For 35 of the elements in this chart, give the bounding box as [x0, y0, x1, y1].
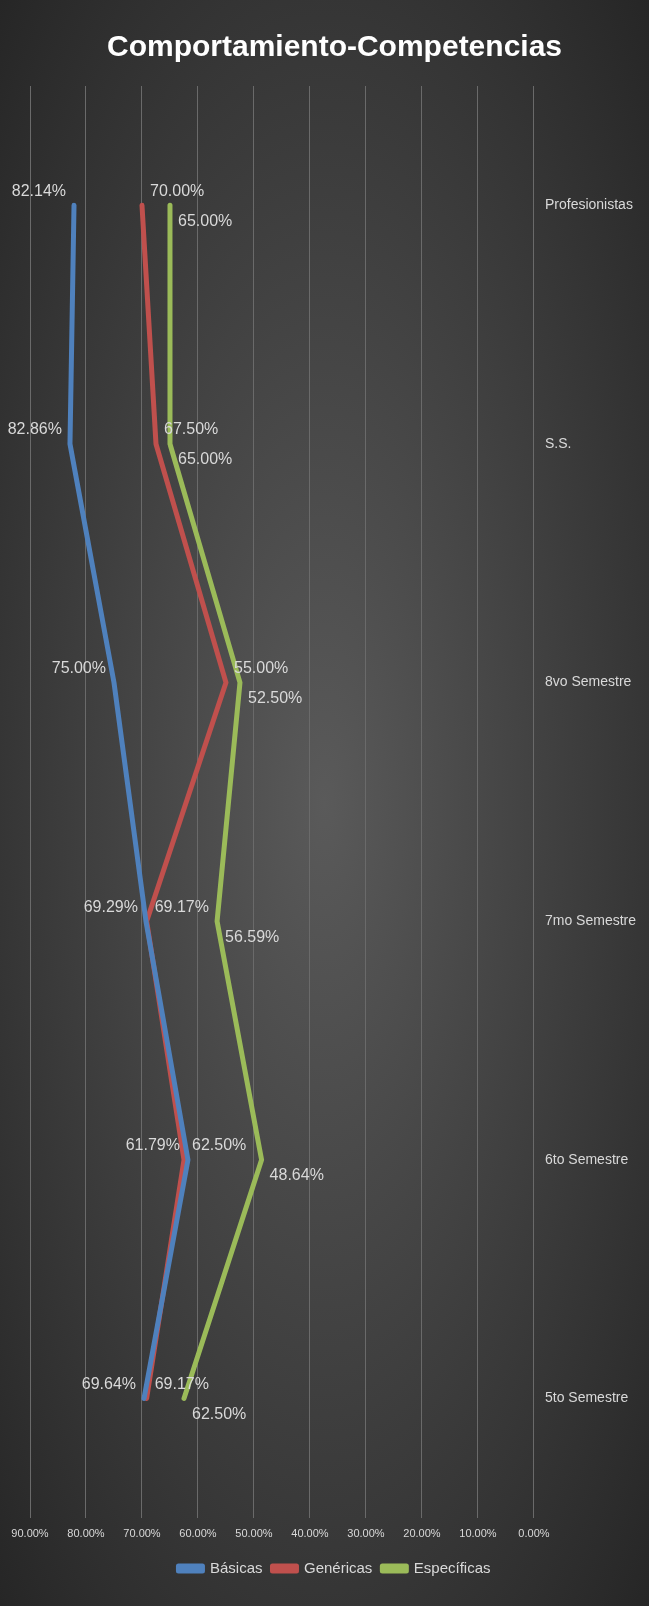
data-label: 61.79% — [125, 1136, 180, 1154]
data-label: 70.00% — [149, 181, 205, 199]
x-tick-label: 50.00% — [235, 1527, 273, 1540]
legend-label: Genéricas — [303, 1558, 373, 1576]
data-label: 82.86% — [7, 420, 62, 438]
y-tick-label: 6to Semestre — [544, 1150, 629, 1167]
legend-label: Básicas — [209, 1558, 263, 1576]
data-label: 62.50% — [191, 1404, 247, 1422]
data-label: 82.14% — [11, 181, 67, 199]
y-tick-label: S.S. — [544, 434, 572, 451]
x-tick-label: 0.00% — [518, 1527, 550, 1540]
x-tick-label: 60.00% — [179, 1527, 217, 1540]
data-label: 48.64% — [269, 1166, 324, 1184]
x-tick-label: 70.00% — [123, 1527, 161, 1540]
x-tick-label: 10.00% — [459, 1527, 497, 1540]
y-tick-label: 8vo Semestre — [544, 673, 632, 690]
x-tick-label: 30.00% — [347, 1527, 385, 1540]
chart-title: Comportamiento-Competencias — [106, 29, 563, 63]
data-label: 56.59% — [225, 927, 280, 945]
x-tick-label: 80.00% — [67, 1527, 105, 1540]
x-tick-label: 90.00% — [11, 1527, 49, 1540]
y-tick-label: 7mo Semestre — [544, 912, 637, 929]
x-tick-label: 20.00% — [403, 1527, 441, 1540]
data-label: 69.17% — [154, 897, 209, 915]
data-label: 69.64% — [81, 1374, 137, 1392]
data-label: 65.00% — [177, 211, 233, 229]
y-tick-label: Profesionistas — [544, 196, 633, 213]
data-label: 62.50% — [191, 1136, 247, 1154]
legend-label: Específicas — [413, 1558, 491, 1576]
data-label: 52.50% — [247, 688, 303, 706]
y-tick-label: 5to Semestre — [544, 1389, 629, 1406]
x-tick-label: 40.00% — [291, 1527, 329, 1540]
data-label: 75.00% — [51, 658, 106, 676]
data-label: 65.00% — [177, 450, 233, 468]
data-label: 69.29% — [83, 897, 138, 915]
